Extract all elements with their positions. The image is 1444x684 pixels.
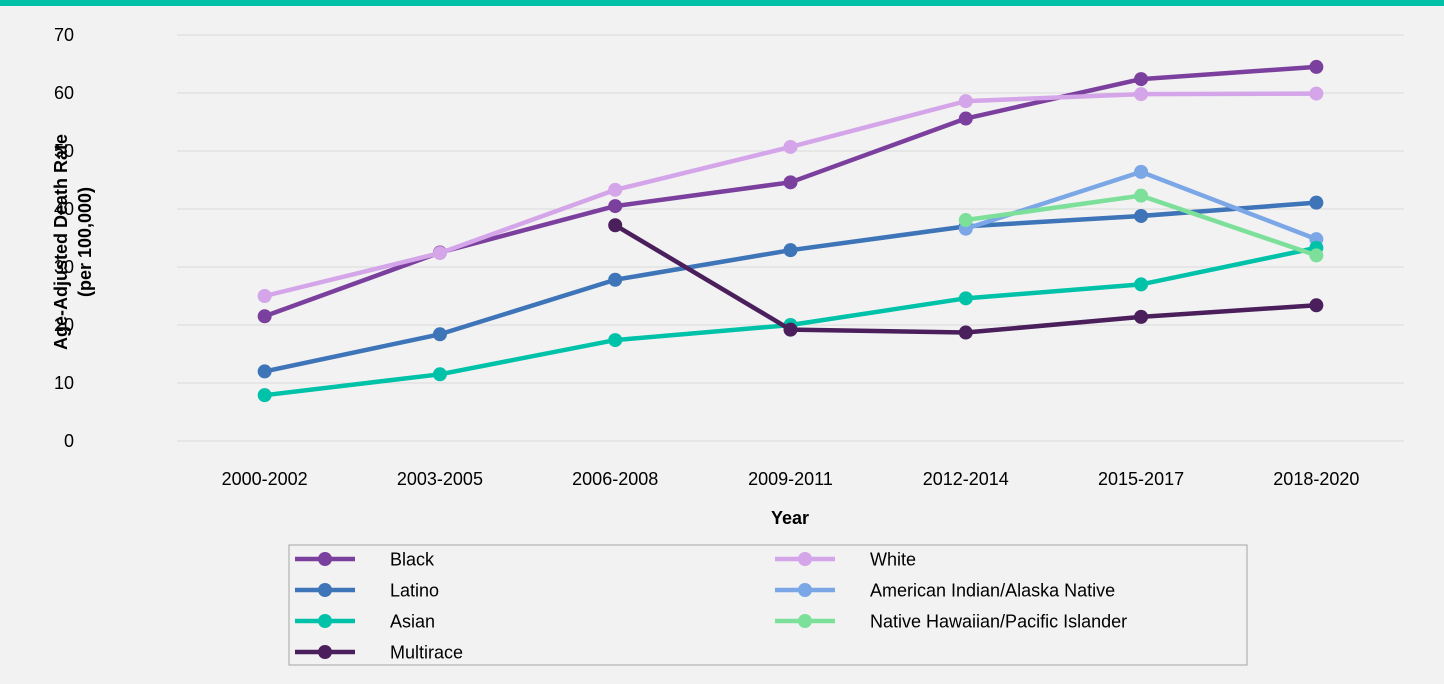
x-axis-title: Year: [771, 508, 809, 528]
series-white: [257, 86, 1324, 303]
legend-swatch-marker: [798, 614, 812, 628]
data-point: [257, 309, 272, 324]
legend-swatch-marker: [318, 552, 332, 566]
legend-swatch-marker: [318, 614, 332, 628]
legend-swatch-marker: [318, 645, 332, 659]
data-point: [1134, 87, 1149, 102]
data-point: [1134, 164, 1149, 179]
series-asian: [257, 240, 1324, 403]
y-tick-label: 40: [54, 199, 74, 219]
series-black: [257, 59, 1324, 324]
legend-label: Asian: [390, 612, 435, 632]
legend-swatch-marker: [798, 583, 812, 597]
data-point: [783, 175, 798, 190]
series-line: [262, 91, 1319, 299]
legend-label: Multirace: [390, 643, 463, 663]
data-point: [257, 289, 272, 303]
data-point: [608, 272, 623, 287]
legend-item: White: [775, 550, 916, 570]
data-point: [783, 243, 798, 258]
series-latino: [257, 195, 1324, 379]
data-point: [958, 291, 973, 306]
top-accent-bar: [0, 0, 1444, 6]
data-point: [1309, 59, 1324, 74]
data-point: [1309, 86, 1324, 101]
legend-label: Black: [390, 550, 435, 570]
x-tick-label: 2015-2017: [1098, 469, 1184, 489]
legend: Black White Latino American Indian/Alaska N…: [288, 544, 1248, 666]
y-tick-label: 70: [54, 25, 74, 45]
y-tick-label: 0: [64, 431, 74, 451]
data-point: [1134, 277, 1149, 292]
x-tick-label: 2003-2005: [397, 469, 483, 489]
legend-item: Multirace: [295, 643, 463, 663]
data-point: [432, 367, 447, 382]
legend-swatch-marker: [318, 583, 332, 597]
data-point: [1134, 72, 1149, 87]
data-point: [1134, 208, 1149, 223]
legend-item: Native Hawaiian/Pacific Islander: [775, 612, 1127, 632]
legend-label: Native Hawaiian/Pacific Islander: [870, 612, 1127, 632]
y-tick-label: 50: [54, 141, 74, 161]
data-point: [608, 182, 623, 197]
data-point: [1134, 188, 1149, 203]
data-point: [257, 364, 272, 379]
data-point: [958, 325, 973, 340]
y-tick-label: 20: [54, 315, 74, 335]
data-point: [958, 94, 973, 109]
data-point: [432, 246, 447, 261]
data-point: [783, 322, 798, 337]
y-tick-label: 10: [54, 373, 74, 393]
legend-box: [288, 544, 1248, 666]
data-point: [608, 333, 623, 348]
data-point: [783, 139, 798, 154]
data-point: [958, 111, 973, 126]
legend-label: Latino: [390, 581, 439, 601]
data-point: [608, 218, 623, 233]
series-line: [612, 222, 1319, 335]
x-tick-label: 2012-2014: [923, 469, 1009, 489]
x-tick-label: 2009-2011: [748, 469, 833, 489]
legend-item: Asian: [295, 612, 435, 632]
series-lines: [257, 59, 1324, 403]
legend-item: Latino: [295, 581, 439, 601]
legend-label: American Indian/Alaska Native: [870, 581, 1115, 601]
legend-swatch-marker: [798, 552, 812, 566]
series-native-hawaiian-pacific-islander: [958, 188, 1324, 263]
legend-label: White: [870, 550, 916, 570]
y-tick-label: 30: [54, 257, 74, 277]
data-point: [958, 213, 973, 228]
series-multirace: [608, 218, 1324, 340]
x-tick-label: 2018-2020: [1273, 469, 1359, 489]
grid-lines: [177, 34, 1404, 442]
legend-item: Black: [295, 550, 435, 570]
y-axis-title-sub: (per 100,000): [75, 187, 95, 297]
y-tick-label: 60: [54, 83, 74, 103]
y-tick-labels: 0 10 20 30 40 50 60 70: [54, 25, 74, 451]
data-point: [432, 327, 447, 342]
data-point: [1309, 248, 1324, 263]
data-point: [1309, 195, 1324, 210]
series-line: [262, 200, 1319, 374]
x-tick-label: 2006-2008: [572, 469, 658, 489]
legend-item: American Indian/Alaska Native: [775, 581, 1115, 601]
data-point: [257, 388, 272, 403]
data-point: [608, 199, 623, 214]
x-tick-labels: 2000-2002 2003-2005 2006-2008 2009-2011 2012…: [222, 469, 1360, 489]
x-tick-label: 2000-2002: [222, 469, 308, 489]
y-axis-title: Age-Adjusted Death Rate: [51, 134, 71, 350]
data-point: [1309, 298, 1324, 313]
data-point: [1134, 309, 1149, 324]
